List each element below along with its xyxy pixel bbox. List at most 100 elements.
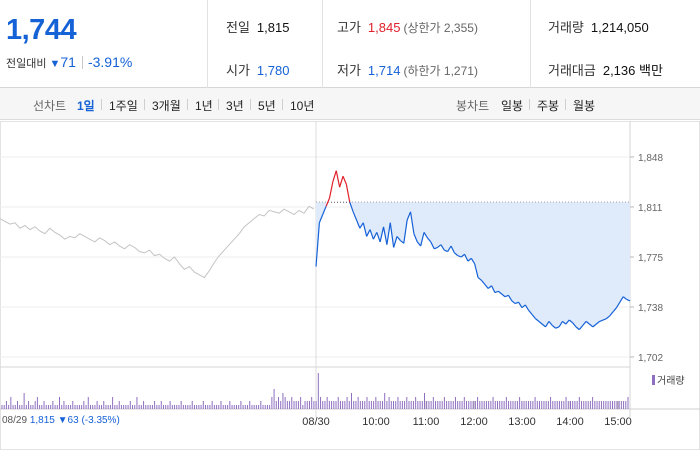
- price-line-segment: [477, 277, 482, 281]
- price-line-segment: [595, 320, 600, 325]
- stat-amount: 거래대금 2,136 백만: [548, 60, 663, 79]
- tab-1d[interactable]: 1일: [77, 99, 95, 113]
- price-line-segment: [328, 181, 334, 199]
- tab-daily[interactable]: 일봉: [501, 99, 524, 113]
- price-line-segment: [487, 285, 492, 289]
- tab-5y[interactable]: 5년: [258, 99, 276, 113]
- stat-label: 고가: [337, 20, 361, 35]
- x-tick-label: 11:00: [413, 416, 440, 428]
- price-line-segment: [406, 211, 412, 221]
- volume-legend: 거래량: [652, 372, 685, 387]
- stat-sub: (하한가 1,271): [403, 64, 478, 78]
- price-line-segment: [403, 219, 408, 244]
- stat-high: 고가 1,845 (상한가 2,355): [337, 17, 478, 36]
- price-line-segment: [622, 296, 628, 300]
- stat-value: 1,780: [256, 63, 290, 78]
- price-box: 1,744 전일대비 ▼71 -3.91%: [0, 0, 208, 88]
- price-line-segment: [372, 232, 378, 240]
- price-line-segment: [440, 244, 445, 251]
- price-line-segment: [558, 321, 563, 328]
- change-row: 전일대비 ▼71 -3.91%: [6, 54, 132, 71]
- price-chart-svg: 1,848 1,811 1,775 1,738 1,702 08/30 10:00 11:00…: [0, 121, 700, 450]
- prev-day-info: 08/29 1,815 ▼63 (-3.35%): [2, 415, 120, 426]
- price-line-segment: [433, 246, 438, 250]
- y-tick-label: 1,738: [638, 303, 663, 314]
- price-line-segment: [548, 321, 553, 326]
- price-line-segment: [521, 304, 526, 309]
- price-line-segment: [504, 294, 509, 298]
- price-line-segment: [474, 263, 479, 278]
- price-line-segment: [528, 310, 533, 315]
- divider: [187, 99, 188, 110]
- price-line-segment: [602, 318, 607, 321]
- x-tick-label: 13:00: [508, 416, 536, 428]
- price-line-segment: [437, 244, 442, 248]
- price-line-segment: [349, 202, 354, 212]
- price-line-segment: [376, 232, 381, 243]
- price-line-segment: [589, 323, 594, 328]
- price-line-segment: [450, 245, 455, 254]
- x-tick-label: 12:00: [460, 416, 488, 428]
- price-line-segment: [454, 252, 459, 257]
- x-tick-label: 15:00: [604, 416, 632, 428]
- price-line-segment: [389, 222, 395, 248]
- price-line-segment: [409, 211, 415, 234]
- y-tick-label: 1,775: [638, 253, 663, 264]
- price-line-segment: [551, 325, 557, 329]
- price-line-segment: [426, 237, 432, 243]
- x-tick-label: 08/30: [302, 416, 330, 428]
- legend-label: 거래량: [657, 376, 685, 387]
- divider: [322, 0, 323, 88]
- price-line-segment: [460, 253, 465, 258]
- divider: [101, 99, 102, 110]
- price-line-segment: [511, 300, 516, 305]
- stat-value: 2,136 백만: [602, 63, 663, 78]
- tab-3y[interactable]: 3년: [226, 99, 244, 113]
- stat-value: 1,815: [256, 20, 290, 35]
- legend-swatch: [652, 375, 655, 385]
- price-line-segment: [386, 222, 391, 245]
- price-line-segment: [345, 184, 351, 203]
- price-line-segment: [362, 222, 368, 237]
- tab-1y[interactable]: 1년: [195, 99, 213, 113]
- price-line-segment: [423, 232, 428, 239]
- divider: [282, 99, 283, 110]
- price-line-segment: [339, 176, 344, 188]
- price-line-segment: [369, 229, 374, 240]
- below-prev-close-fill: [316, 202, 630, 330]
- price-line-segment: [416, 241, 422, 247]
- tab-3m[interactable]: 3개월: [152, 99, 181, 113]
- price-line-segment: [572, 322, 577, 328]
- price-line-segment: [562, 320, 567, 325]
- price-line-segment: [612, 307, 617, 313]
- stat-label: 거래대금: [548, 63, 596, 78]
- change-percent: -3.91%: [87, 54, 133, 70]
- price-line-segment: [352, 211, 358, 221]
- price-line-segment: [315, 222, 320, 267]
- prev-day-line: [0, 205, 315, 279]
- price-line-segment: [619, 296, 624, 303]
- tab-10y[interactable]: 10년: [290, 99, 315, 113]
- tab-monthly[interactable]: 월봉: [573, 99, 596, 113]
- price-line-segment: [518, 301, 523, 308]
- price-line-segment: [575, 326, 580, 331]
- price-line-segment: [615, 301, 621, 308]
- tab-weekly[interactable]: 주봉: [537, 99, 560, 113]
- stat-label: 거래량: [548, 20, 584, 35]
- price-line-segment: [359, 222, 364, 229]
- price-line-segment: [592, 323, 597, 328]
- stat-open: 시가 1,780: [226, 60, 289, 79]
- price-line-segment: [457, 255, 462, 258]
- divider: [81, 56, 83, 69]
- triangle-down-icon: ▼: [57, 415, 68, 426]
- price-line-segment: [318, 214, 324, 223]
- price-line-segment: [545, 321, 550, 328]
- tab-1w[interactable]: 1주일: [109, 99, 138, 113]
- price-line-segment: [497, 290, 503, 295]
- price-line-segment: [393, 236, 398, 248]
- price-chart[interactable]: 1,848 1,811 1,775 1,738 1,702 08/30 10:00 11:00…: [0, 121, 700, 450]
- price-line-segment: [524, 304, 530, 311]
- prev-day-change: 63: [67, 415, 79, 426]
- stat-value: 1,714: [367, 63, 401, 78]
- price-line-segment: [599, 319, 604, 322]
